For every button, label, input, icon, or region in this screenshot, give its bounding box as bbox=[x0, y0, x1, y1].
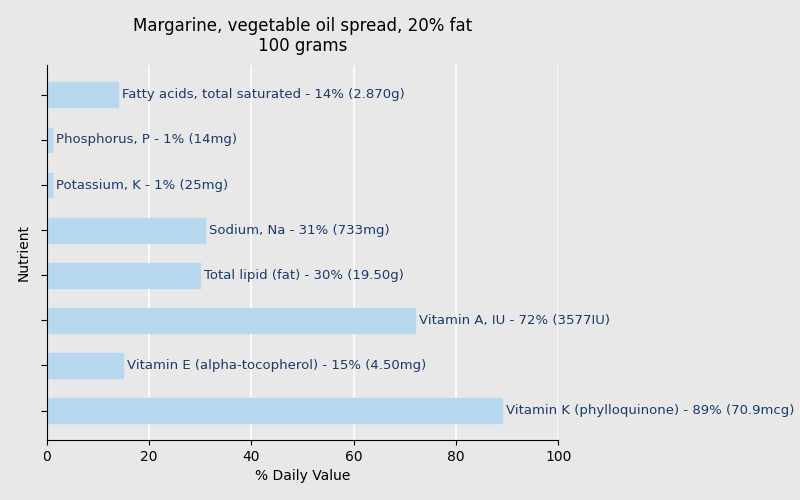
Text: Phosphorus, P - 1% (14mg): Phosphorus, P - 1% (14mg) bbox=[56, 134, 237, 146]
Text: Fatty acids, total saturated - 14% (2.870g): Fatty acids, total saturated - 14% (2.87… bbox=[122, 88, 405, 102]
Bar bbox=[46, 128, 52, 152]
Text: Total lipid (fat) - 30% (19.50g): Total lipid (fat) - 30% (19.50g) bbox=[204, 269, 404, 282]
Y-axis label: Nutrient: Nutrient bbox=[17, 224, 30, 281]
Bar bbox=[46, 263, 200, 287]
Text: Vitamin K (phylloquinone) - 89% (70.9mcg): Vitamin K (phylloquinone) - 89% (70.9mcg… bbox=[506, 404, 794, 417]
Text: Potassium, K - 1% (25mg): Potassium, K - 1% (25mg) bbox=[56, 178, 228, 192]
Title: Margarine, vegetable oil spread, 20% fat
100 grams: Margarine, vegetable oil spread, 20% fat… bbox=[133, 16, 472, 56]
Bar bbox=[46, 308, 415, 333]
Bar bbox=[46, 172, 52, 198]
Text: Vitamin E (alpha-tocopherol) - 15% (4.50mg): Vitamin E (alpha-tocopherol) - 15% (4.50… bbox=[127, 359, 426, 372]
X-axis label: % Daily Value: % Daily Value bbox=[254, 470, 350, 484]
Bar bbox=[46, 82, 118, 107]
Text: Vitamin A, IU - 72% (3577IU): Vitamin A, IU - 72% (3577IU) bbox=[419, 314, 610, 327]
Text: Sodium, Na - 31% (733mg): Sodium, Na - 31% (733mg) bbox=[210, 224, 390, 236]
Bar bbox=[46, 353, 123, 378]
Bar bbox=[46, 218, 206, 242]
Bar bbox=[46, 398, 502, 423]
